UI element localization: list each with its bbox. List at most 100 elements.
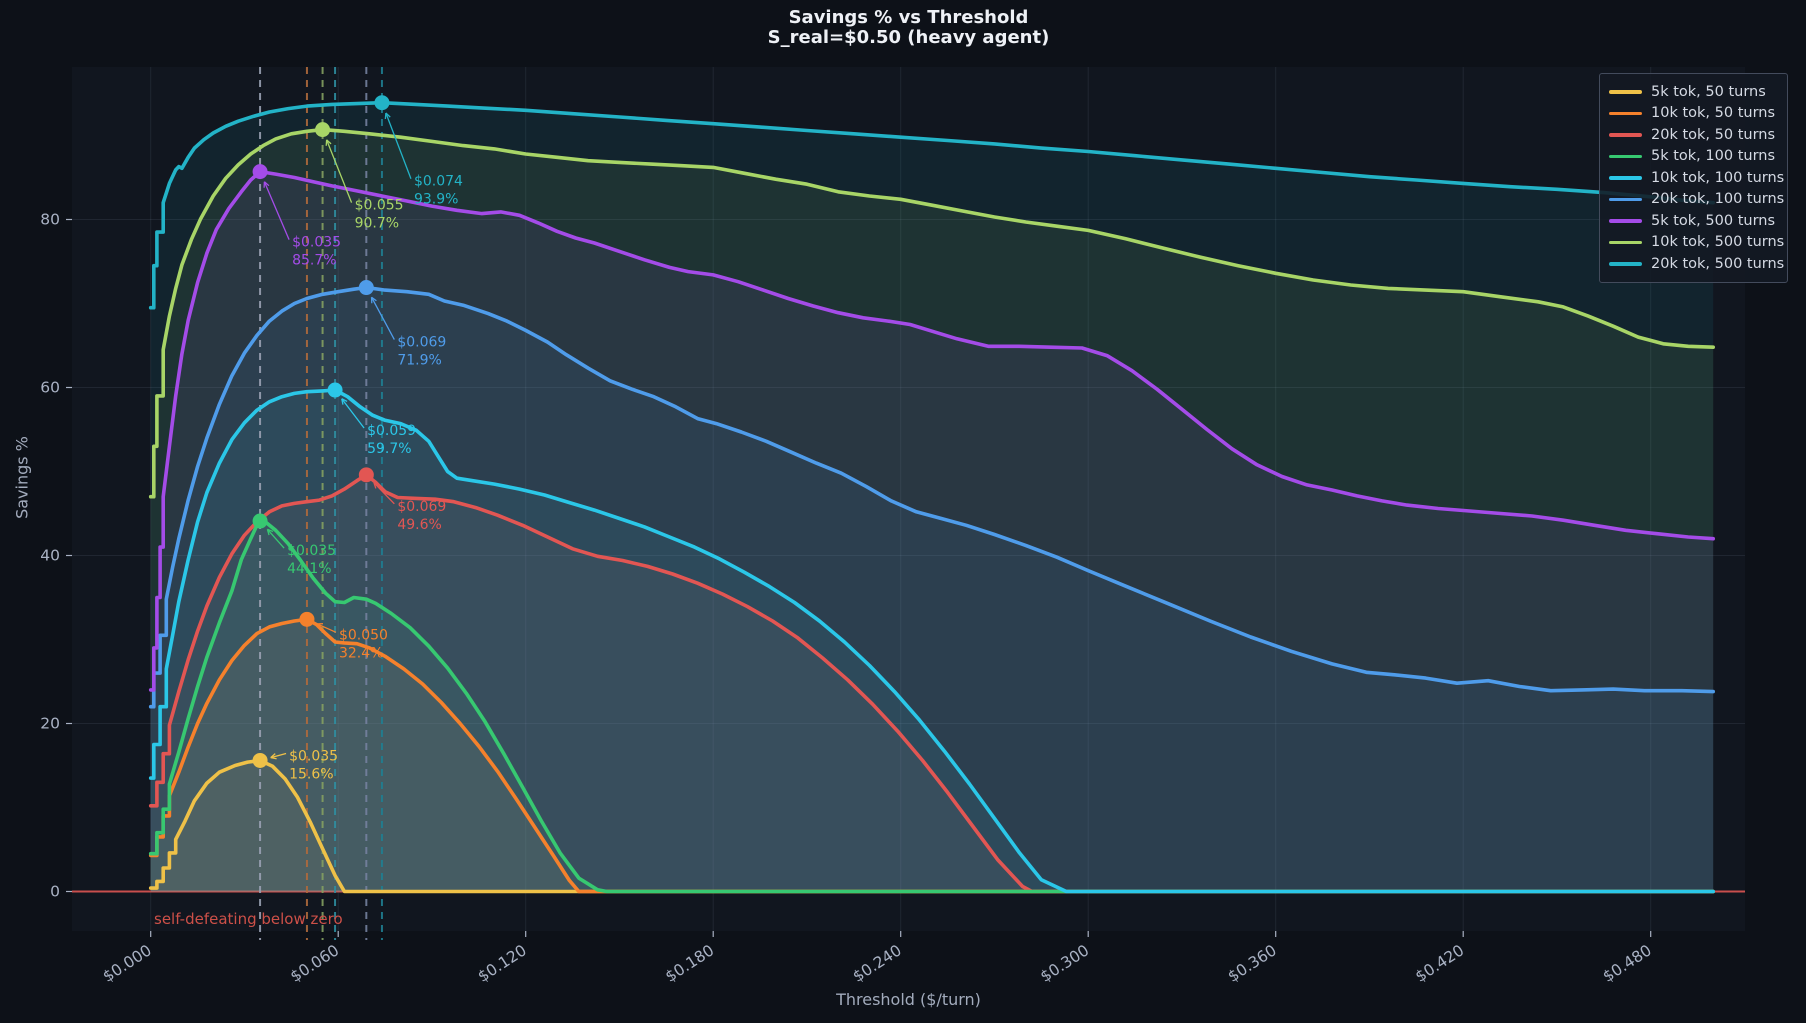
- legend-swatch: [1609, 90, 1642, 94]
- series-fill-5k-500: [150, 171, 1714, 892]
- peak-annotation-arrowhead: [263, 181, 270, 188]
- peak-annotation-arrow: [316, 623, 337, 633]
- legend-swatch: [1609, 197, 1642, 201]
- x-tick-label: $0.120: [475, 941, 530, 986]
- y-axis-label: Savings %: [12, 436, 32, 519]
- chart-title: Savings % vs Threshold S_real=$0.50 (hea…: [72, 8, 1745, 48]
- peak-annotation-arrowhead: [373, 482, 380, 489]
- peak-marker-10k-50: [299, 611, 315, 627]
- series-fill-20k-50: [150, 474, 1714, 892]
- legend-label: 5k tok, 50 turns: [1651, 83, 1766, 100]
- peak-annotation-arrow: [373, 482, 395, 505]
- peak-annotation-arrowhead: [341, 398, 348, 405]
- legend-item: 5k tok, 50 turns: [1609, 81, 1777, 103]
- peak-annotation-arrowhead: [316, 623, 324, 629]
- peak-annotation-pct: 93.9%: [414, 192, 458, 208]
- legend-item: 10k tok, 500 turns: [1609, 232, 1784, 254]
- legend-label: 5k tok, 500 turns: [1651, 212, 1776, 229]
- series-line-20k-500: [148, 100, 1715, 310]
- legend-swatch: [1609, 176, 1642, 180]
- series-line-10k-50: [148, 617, 1715, 894]
- peak-annotation-arrowhead: [325, 139, 332, 146]
- y-tick-label: 60: [40, 379, 60, 397]
- chart-title-line1: Savings % vs Threshold: [788, 7, 1029, 28]
- peak-annotation-price: $0.035: [292, 235, 341, 251]
- series-fill-20k-100: [150, 287, 1714, 892]
- peak-marker-5k-50: [252, 752, 268, 768]
- peak-annotation-arrow: [341, 398, 365, 429]
- y-tick-label: 0: [50, 883, 60, 901]
- peak-annotation-price: $0.059: [367, 423, 416, 439]
- legend-swatch: [1609, 219, 1642, 223]
- x-tick-label: $0.240: [850, 941, 905, 986]
- legend-item: 5k tok, 100 turns: [1609, 146, 1777, 168]
- peak-annotation-arrow: [370, 296, 395, 340]
- peak-marker-20k-100: [358, 280, 374, 296]
- peak-marker-5k-100: [252, 513, 268, 529]
- peak-marker-20k-500: [374, 95, 390, 111]
- series-line-10k-500: [148, 127, 1715, 499]
- series-fill-20k-500: [150, 102, 1714, 892]
- peak-annotation-pct: 85.7%: [292, 253, 336, 269]
- peak-annotation-arrowhead: [270, 753, 277, 760]
- peak-annotation-price: $0.069: [397, 335, 446, 351]
- legend: 5k tok, 50 turns 10k tok, 50 turns 20k t…: [1599, 73, 1788, 283]
- x-tick-label: $0.360: [1225, 941, 1280, 986]
- peak-annotation-arrowhead: [370, 296, 377, 304]
- legend-swatch: [1609, 154, 1642, 158]
- x-tick-label: $0.060: [287, 941, 342, 986]
- x-tick-label: $0.000: [100, 941, 155, 986]
- peak-annotation-pct: 90.7%: [355, 216, 399, 232]
- legend-label: 10k tok, 50 turns: [1651, 105, 1776, 122]
- legend-swatch: [1609, 240, 1642, 244]
- legend-label: 10k tok, 100 turns: [1651, 169, 1785, 186]
- legend-item: 20k tok, 500 turns: [1609, 253, 1784, 275]
- legend-label: 10k tok, 500 turns: [1651, 234, 1785, 251]
- legend-item: 10k tok, 100 turns: [1609, 167, 1784, 189]
- peak-annotation-price: $0.050: [339, 627, 388, 643]
- y-tick-label: 80: [40, 211, 60, 229]
- series-line-10k-100: [148, 388, 1715, 894]
- x-axis-label: Threshold ($/turn): [836, 990, 981, 1009]
- legend-swatch: [1609, 111, 1642, 115]
- series-line-20k-100: [148, 285, 1715, 709]
- x-tick-label: $0.480: [1600, 941, 1655, 986]
- series-line-5k-50: [148, 758, 1715, 894]
- peak-annotation-pct: 44.1%: [287, 561, 331, 577]
- peak-annotation-arrow: [263, 181, 290, 240]
- legend-swatch: [1609, 133, 1642, 137]
- peak-annotation-arrow: [385, 112, 412, 179]
- peak-annotation-arrowhead: [384, 112, 391, 120]
- series-fill-10k-100: [150, 390, 1714, 892]
- legend-item: 20k tok, 100 turns: [1609, 189, 1784, 211]
- x-tick-label: $0.180: [662, 941, 717, 986]
- peak-annotation-arrow: [266, 528, 285, 549]
- peak-annotation-arrowhead: [266, 528, 274, 536]
- legend-label: 20k tok, 100 turns: [1651, 191, 1785, 208]
- peak-annotation-price: $0.035: [287, 543, 336, 559]
- legend-item: 20k tok, 50 turns: [1609, 124, 1777, 146]
- peak-annotation-price: $0.069: [397, 499, 446, 515]
- series-line-5k-100: [148, 519, 1715, 894]
- peak-annotation-price: $0.055: [355, 198, 404, 214]
- peak-marker-5k-500: [252, 164, 268, 180]
- y-tick-label: 40: [40, 547, 60, 565]
- series-fill-10k-500: [150, 129, 1714, 892]
- legend-item: 5k tok, 500 turns: [1609, 210, 1777, 232]
- peak-annotation-pct: 32.4%: [339, 645, 383, 661]
- peak-annotation-price: $0.035: [289, 748, 338, 764]
- peak-annotation-pct: 59.7%: [367, 441, 411, 457]
- series-line-5k-500: [148, 169, 1715, 692]
- peak-annotation-arrow: [326, 139, 353, 203]
- series-line-20k-50: [148, 473, 1715, 894]
- legend-item: 10k tok, 50 turns: [1609, 103, 1777, 125]
- peak-marker-20k-50: [358, 467, 374, 483]
- legend-swatch: [1609, 262, 1642, 266]
- x-tick-label: $0.300: [1037, 941, 1092, 986]
- chart-title-line2: S_real=$0.50 (heavy agent): [767, 27, 1050, 48]
- x-tick-label: $0.420: [1412, 941, 1467, 986]
- y-tick-label: 20: [40, 715, 60, 733]
- peak-annotation-pct: 49.6%: [397, 517, 441, 533]
